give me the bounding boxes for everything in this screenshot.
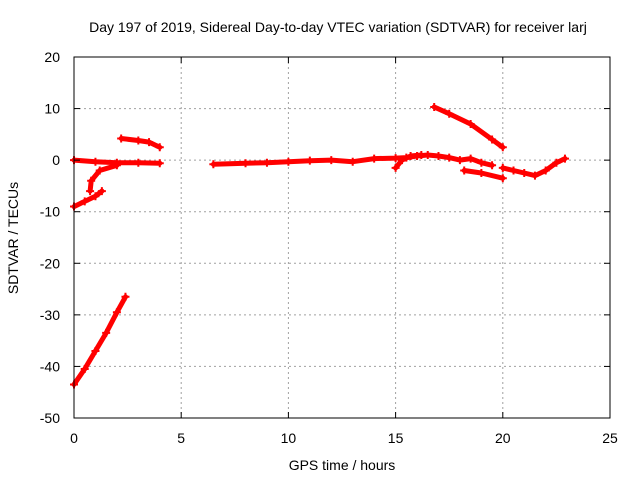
- data-point: [498, 163, 507, 172]
- x-tick-label: 20: [495, 430, 511, 446]
- data-point: [327, 156, 336, 165]
- data-point: [541, 166, 550, 175]
- data-point: [466, 154, 475, 163]
- data-point: [455, 156, 464, 165]
- data-arc-arc-low-steep: [71, 294, 128, 387]
- data-point: [348, 157, 357, 166]
- data-point: [134, 136, 143, 145]
- y-tick-label: 10: [44, 101, 60, 117]
- data-point: [121, 292, 130, 301]
- data-point: [477, 169, 486, 178]
- data-arc-arc-plus-4: [118, 136, 163, 150]
- data-point: [370, 154, 379, 163]
- y-tick-label: -40: [40, 358, 60, 374]
- data-point: [91, 192, 100, 201]
- data-point: [460, 166, 469, 175]
- chart-title: Day 197 of 2019, Sidereal Day-to-day VTE…: [89, 19, 587, 35]
- data-point: [430, 103, 439, 112]
- data-point: [445, 153, 454, 162]
- plot-frame: [73, 56, 611, 419]
- data-point: [145, 138, 154, 147]
- data-point: [112, 158, 121, 167]
- data-arc-arc-neg-9: [71, 188, 105, 210]
- data-point: [80, 365, 89, 374]
- x-tick-label: 0: [70, 430, 78, 446]
- data-arc-arc-zero-spike: [393, 152, 424, 171]
- y-tick-label: 0: [52, 152, 60, 168]
- data-point: [417, 150, 426, 159]
- data-point: [560, 154, 569, 163]
- data-point: [262, 158, 271, 167]
- data-arc-arc-neg-3: [461, 168, 506, 181]
- data-point: [209, 160, 218, 169]
- data-point: [509, 166, 518, 175]
- data-point: [391, 154, 400, 163]
- data-point: [91, 346, 100, 355]
- x-tick-label: 10: [281, 430, 297, 446]
- y-tick-label: -50: [40, 410, 60, 426]
- data-point: [97, 187, 106, 196]
- y-tick-label: -10: [40, 204, 60, 220]
- data-point: [284, 157, 293, 166]
- data-arc-arc-hook: [87, 162, 120, 194]
- y-tick-label: -20: [40, 255, 60, 271]
- data-point: [102, 328, 111, 337]
- data-point: [498, 143, 507, 152]
- data-point: [112, 308, 121, 317]
- data-point: [391, 163, 400, 172]
- data-point: [466, 120, 475, 129]
- data-point: [520, 169, 529, 178]
- data-point: [134, 158, 143, 167]
- data-point: [398, 156, 407, 165]
- data-point: [86, 187, 95, 196]
- y-tick-label: 20: [44, 49, 60, 65]
- data-point: [488, 135, 497, 144]
- data-point: [117, 134, 126, 143]
- data-point: [530, 171, 539, 180]
- data-point: [434, 152, 443, 161]
- y-axis-label: SDTVAR / TECUs: [5, 182, 21, 294]
- data-layer: [70, 103, 569, 389]
- x-tick-label: 5: [177, 430, 185, 446]
- x-tick-label: 25: [602, 430, 618, 446]
- data-point: [445, 109, 454, 118]
- data-point: [95, 166, 104, 175]
- data-point: [91, 157, 100, 166]
- grid-layer: [74, 57, 610, 418]
- x-axis-label: GPS time / hours: [289, 457, 396, 473]
- data-point: [305, 156, 314, 165]
- data-point: [406, 152, 415, 161]
- data-point: [477, 158, 486, 167]
- data-point: [488, 161, 497, 170]
- data-point: [155, 143, 164, 152]
- data-point: [241, 159, 250, 168]
- y-tick-label: -30: [40, 307, 60, 323]
- tick-layer: 0 5 10 15 20 25 -50 -40 -30 -20 -10 0 10 20: [40, 49, 618, 446]
- data-point: [80, 197, 89, 206]
- data-point: [87, 176, 96, 185]
- data-point: [552, 158, 561, 167]
- data-point: [155, 159, 164, 168]
- data-point: [498, 174, 507, 183]
- x-tick-label: 15: [388, 430, 404, 446]
